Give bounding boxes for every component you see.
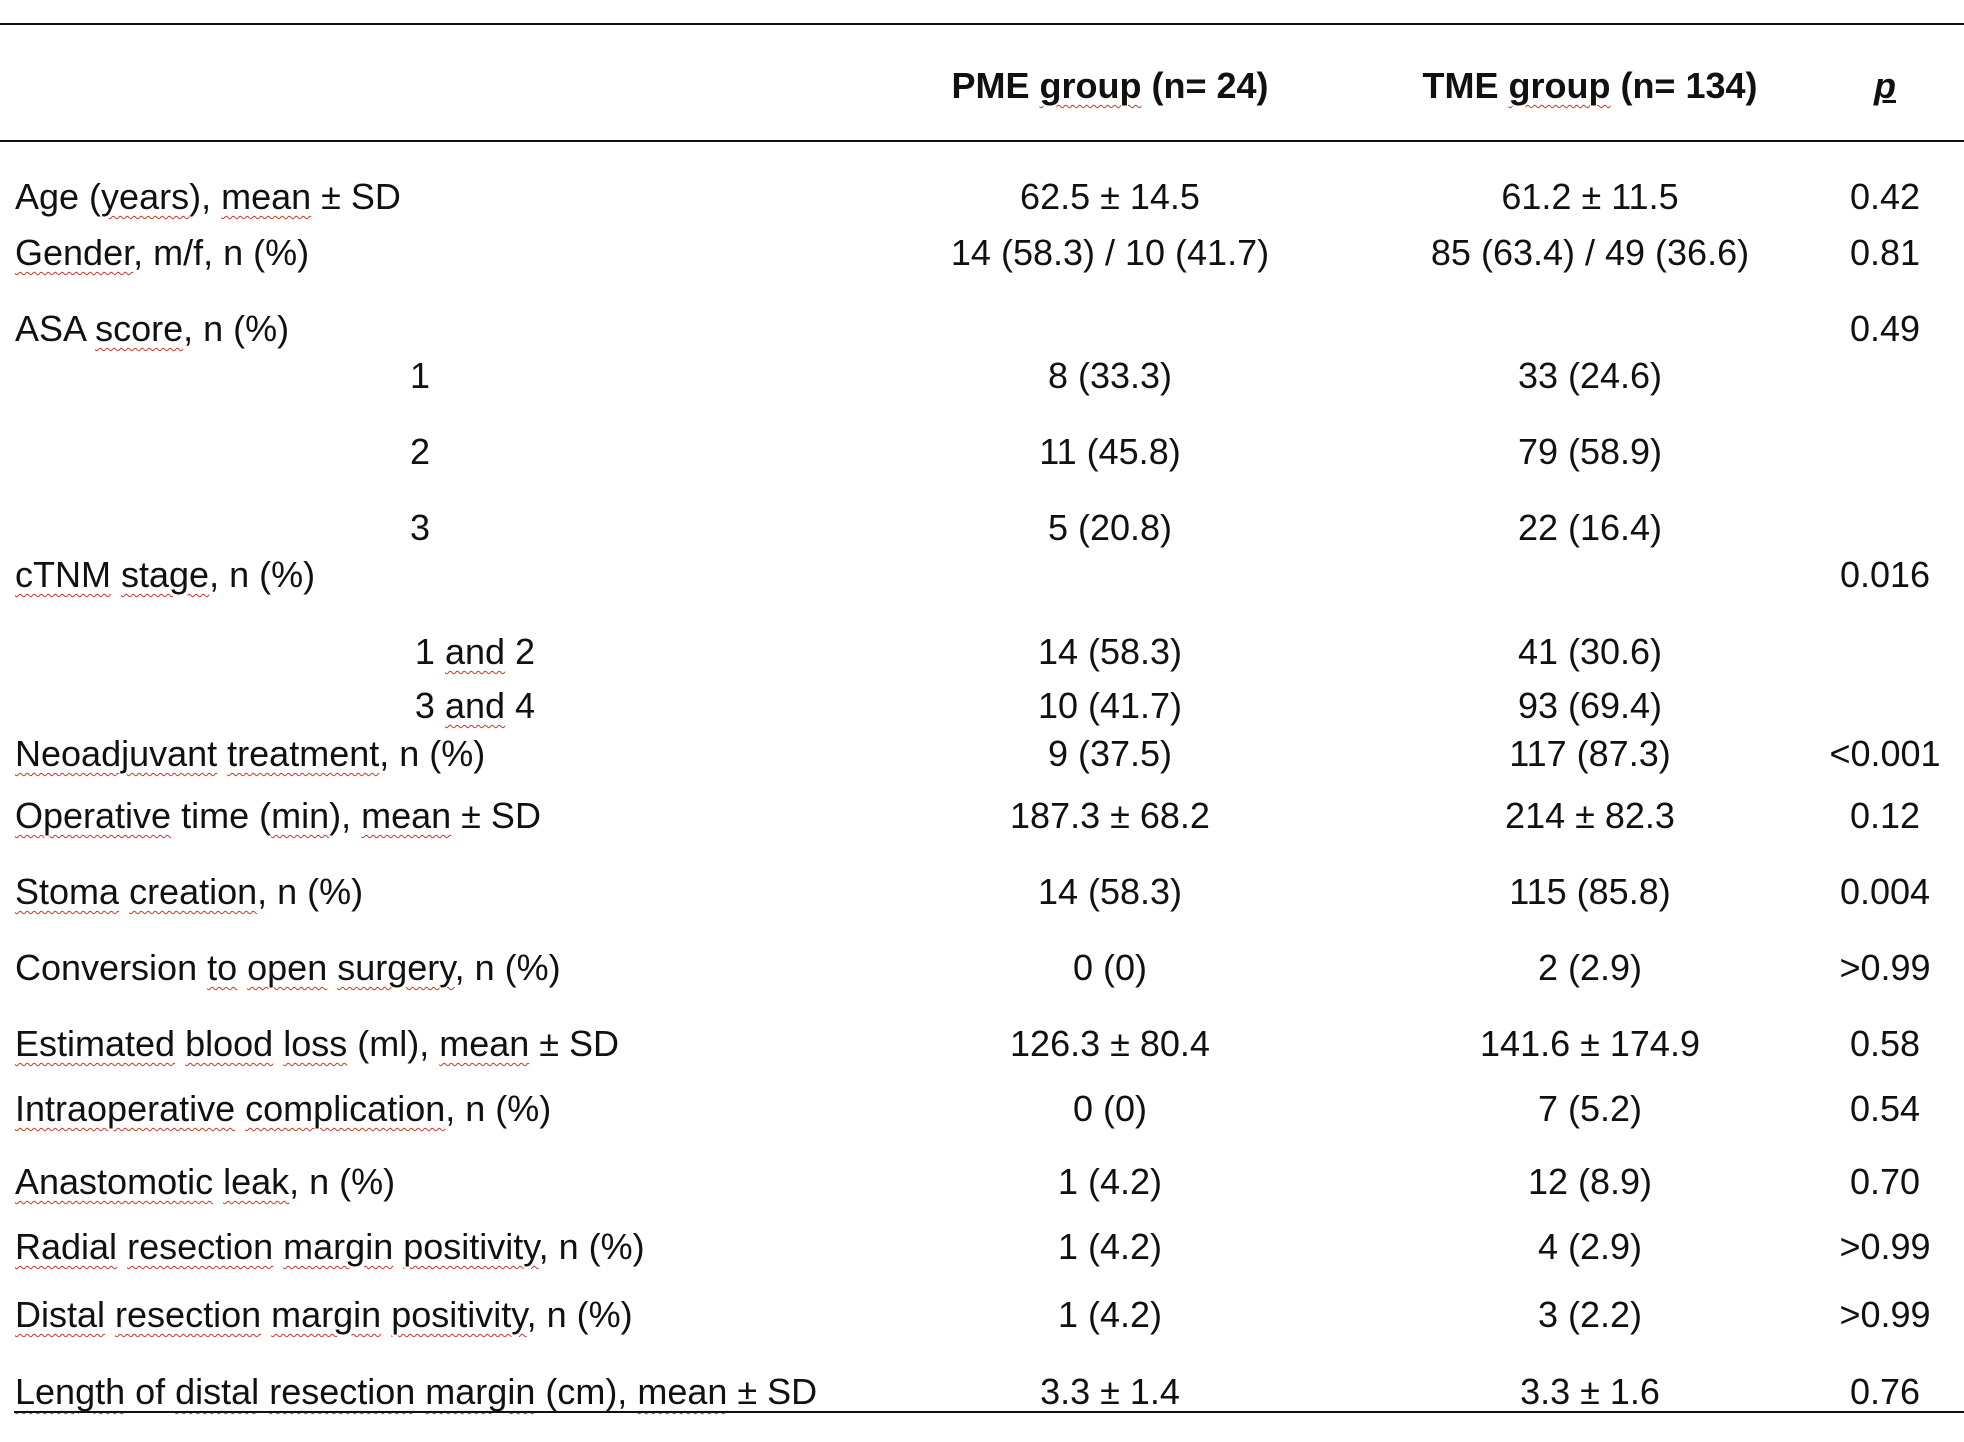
cell-tme-value: 115 (85.8) — [1509, 871, 1671, 912]
cell-tme-value: 61.2 ± 11.5 — [1501, 176, 1679, 217]
cell-p-value: 0.12 — [1849, 795, 1921, 836]
cell-pme-value: 8 (33.3) — [1047, 355, 1173, 396]
cell-p-value: 0.42 — [1849, 176, 1921, 217]
cell-pme-value: 0 (0) — [1072, 1088, 1148, 1129]
cell-tme-value: 214 ± 82.3 — [1505, 795, 1675, 836]
cell-pme-value: 14 (58.3) — [1037, 631, 1183, 672]
cell-tme-value: 22 (16.4) — [1517, 507, 1663, 548]
cell-pme-value: 187.3 ± 68.2 — [1010, 795, 1210, 836]
cell-p-value: 0.49 — [1849, 308, 1921, 349]
cell-tme-value — [1390, 553, 1790, 597]
header-p-value: p — [1874, 65, 1896, 106]
cell-tme-value: 79 (58.9) — [1517, 431, 1663, 472]
header-rule — [0, 140, 1964, 142]
cell-tme-value — [1390, 307, 1790, 351]
cell-pme-value: 5 (20.8) — [1047, 507, 1173, 548]
row-label: Intraoperative complication, n (%) — [15, 1088, 552, 1129]
cell-p-value: <0.001 — [1829, 733, 1941, 774]
row-sublabel: 2 — [409, 431, 431, 472]
cell-p-value: 0.70 — [1849, 1161, 1921, 1202]
cell-p-value: >0.99 — [1839, 1294, 1931, 1335]
row-label: Distal resection margin positivity, n (%… — [15, 1294, 633, 1335]
cell-p-value: 0.54 — [1849, 1088, 1921, 1129]
cell-p-value — [1810, 506, 1960, 550]
cell-p-value: >0.99 — [1839, 1226, 1931, 1267]
row-sublabel: 3 and 4 — [414, 685, 536, 726]
cell-tme-value: 7 (5.2) — [1537, 1088, 1643, 1129]
cell-pme-value: 10 (41.7) — [1037, 685, 1183, 726]
cell-tme-value: 12 (8.9) — [1527, 1161, 1653, 1202]
row-label: Operative time (min), mean ± SD — [15, 795, 541, 836]
table-bottom-rule — [14, 1411, 1964, 1413]
cell-pme-value: 3.3 ± 1.4 — [1040, 1371, 1180, 1412]
cell-tme-value: 41 (30.6) — [1517, 631, 1663, 672]
cell-pme-value: 1 (4.2) — [1057, 1226, 1163, 1267]
cell-p-value: 0.81 — [1849, 232, 1921, 273]
cell-p-value: 0.004 — [1839, 871, 1931, 912]
row-label: Age (years), mean ± SD — [15, 176, 401, 217]
cell-p-value — [1810, 430, 1960, 474]
cell-tme-value: 4 (2.9) — [1537, 1226, 1643, 1267]
cell-tme-value: 3 (2.2) — [1537, 1294, 1643, 1335]
table-top-rule — [0, 23, 1964, 25]
row-label: Stoma creation, n (%) — [15, 871, 364, 912]
cell-pme-value: 1 (4.2) — [1057, 1161, 1163, 1202]
row-label: Gender, m/f, n (%) — [15, 232, 310, 273]
row-sublabel: 1 and 2 — [414, 631, 536, 672]
cell-p-value: >0.99 — [1839, 947, 1931, 988]
cell-p-value: 0.76 — [1849, 1371, 1921, 1412]
cell-pme-value — [910, 307, 1310, 351]
cell-pme-value: 62.5 ± 14.5 — [1020, 176, 1200, 217]
row-sublabel: 3 — [409, 507, 431, 548]
row-label: cTNM stage, n (%) — [15, 554, 316, 595]
cell-pme-value: 0 (0) — [1072, 947, 1148, 988]
cell-tme-value: 2 (2.9) — [1537, 947, 1643, 988]
cell-p-value — [1810, 684, 1960, 728]
cell-tme-value: 33 (24.6) — [1517, 355, 1663, 396]
header-tme-group: TME group (n= 134) — [1422, 65, 1758, 106]
cell-tme-value: 117 (87.3) — [1509, 733, 1671, 774]
row-label: Length of distal resection margin (cm), … — [15, 1371, 818, 1412]
cell-tme-value: 141.6 ± 174.9 — [1480, 1023, 1700, 1064]
row-label: Conversion to open surgery, n (%) — [15, 947, 561, 988]
cell-p-value — [1810, 354, 1960, 398]
row-label: Estimated blood loss (ml), mean ± SD — [15, 1023, 620, 1064]
cell-tme-value: 85 (63.4) / 49 (36.6) — [1430, 232, 1750, 273]
cell-pme-value: 1 (4.2) — [1057, 1294, 1163, 1335]
row-label: Anastomotic leak, n (%) — [15, 1161, 396, 1202]
row-label: Neoadjuvant treatment, n (%) — [15, 733, 486, 774]
cell-pme-value: 14 (58.3) — [1037, 871, 1183, 912]
row-label: Radial resection margin positivity, n (%… — [15, 1226, 645, 1267]
row-sublabel: 1 — [409, 355, 431, 396]
cell-p-value: 0.58 — [1849, 1023, 1921, 1064]
cell-pme-value — [910, 553, 1310, 597]
header-pme-group: PME group (n= 24) — [951, 65, 1269, 106]
cell-tme-value: 3.3 ± 1.6 — [1520, 1371, 1660, 1412]
cell-tme-value: 93 (69.4) — [1517, 685, 1663, 726]
cell-p-value — [1810, 630, 1960, 674]
cell-pme-value: 11 (45.8) — [1039, 431, 1181, 472]
cell-pme-value: 126.3 ± 80.4 — [1010, 1023, 1210, 1064]
row-label: ASA score, n (%) — [15, 308, 290, 349]
cell-pme-value: 9 (37.5) — [1047, 733, 1173, 774]
cell-pme-value: 14 (58.3) / 10 (41.7) — [950, 232, 1270, 273]
cell-p-value: 0.016 — [1839, 554, 1931, 595]
